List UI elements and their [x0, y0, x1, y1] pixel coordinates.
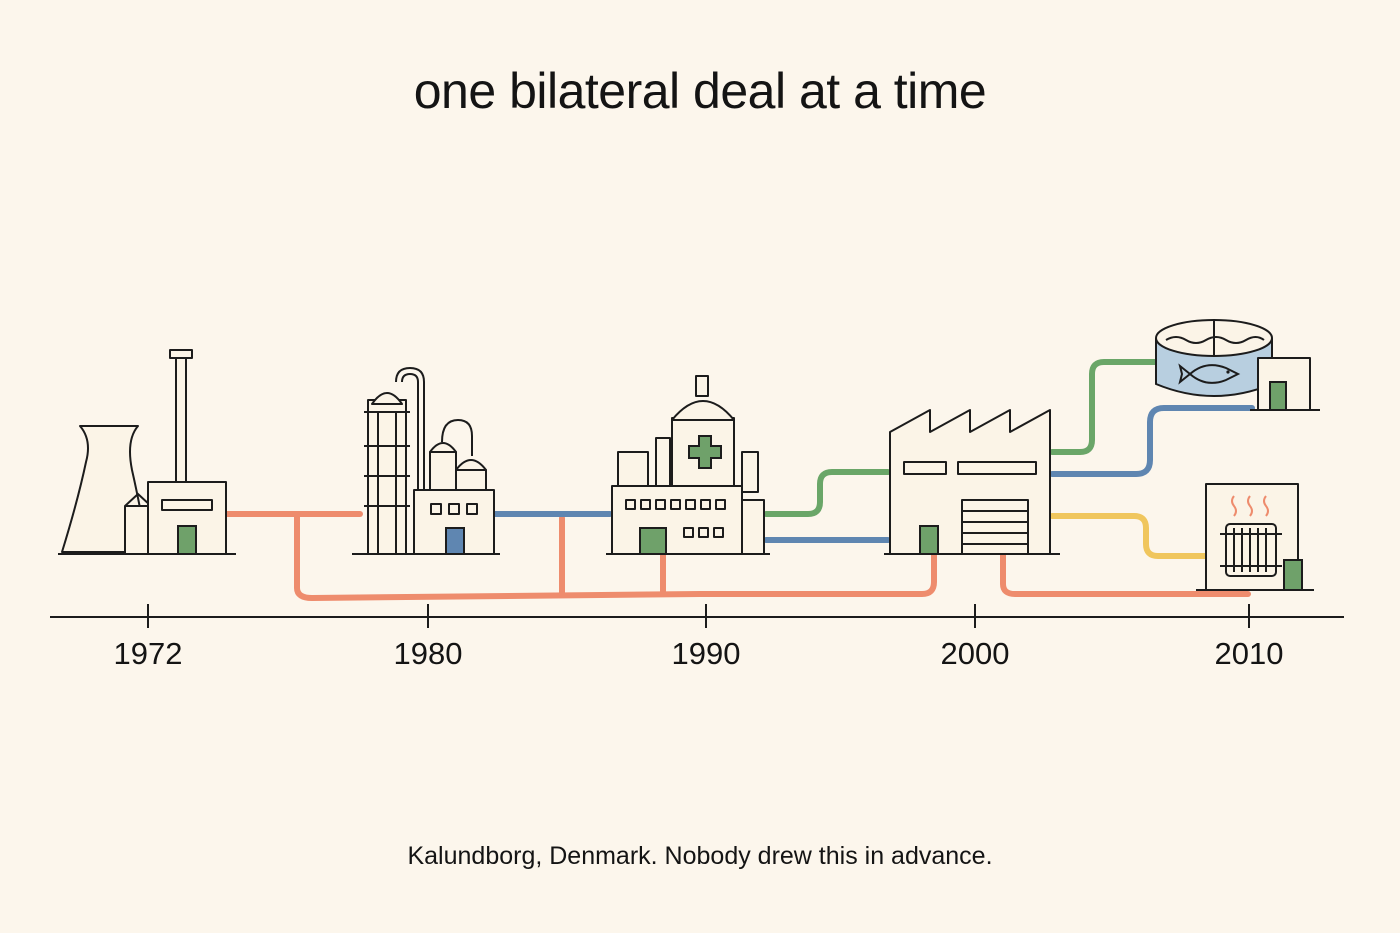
tick-label-1972: 1972 [114, 636, 183, 671]
factory-icon [884, 409, 1060, 555]
pipes [223, 359, 1255, 601]
diagram-caption: Kalundborg, Denmark. Nobody drew this in… [407, 842, 993, 870]
tick-label-1980: 1980 [394, 636, 463, 671]
refinery-icon [352, 366, 500, 555]
windows [625, 499, 726, 538]
tick-label-1990: 1990 [672, 636, 741, 671]
pipe-green-factory-to-fishfarm [1049, 359, 1159, 455]
pipe-yellow-factory-to-heating [1049, 513, 1209, 559]
tick-label-2010: 2010 [1215, 636, 1284, 671]
pipe-green-pharma-to-factory [763, 469, 891, 517]
pipe-orange-lower-loop [294, 511, 937, 601]
pipe-orange-to-heating [1000, 549, 1251, 597]
diagram-title: one bilateral deal at a time [413, 63, 987, 119]
pharmaceutical-plant-icon [606, 375, 770, 555]
power-plant-icon [58, 349, 236, 555]
timeline-axis: 1972 1980 1990 2000 2010 [50, 604, 1344, 671]
pipe-blue-factory-to-fishfarm [1049, 405, 1255, 477]
district-heating-icon [1196, 483, 1314, 591]
fish-farm-icon [1155, 319, 1320, 411]
tick-label-2000: 2000 [941, 636, 1010, 671]
